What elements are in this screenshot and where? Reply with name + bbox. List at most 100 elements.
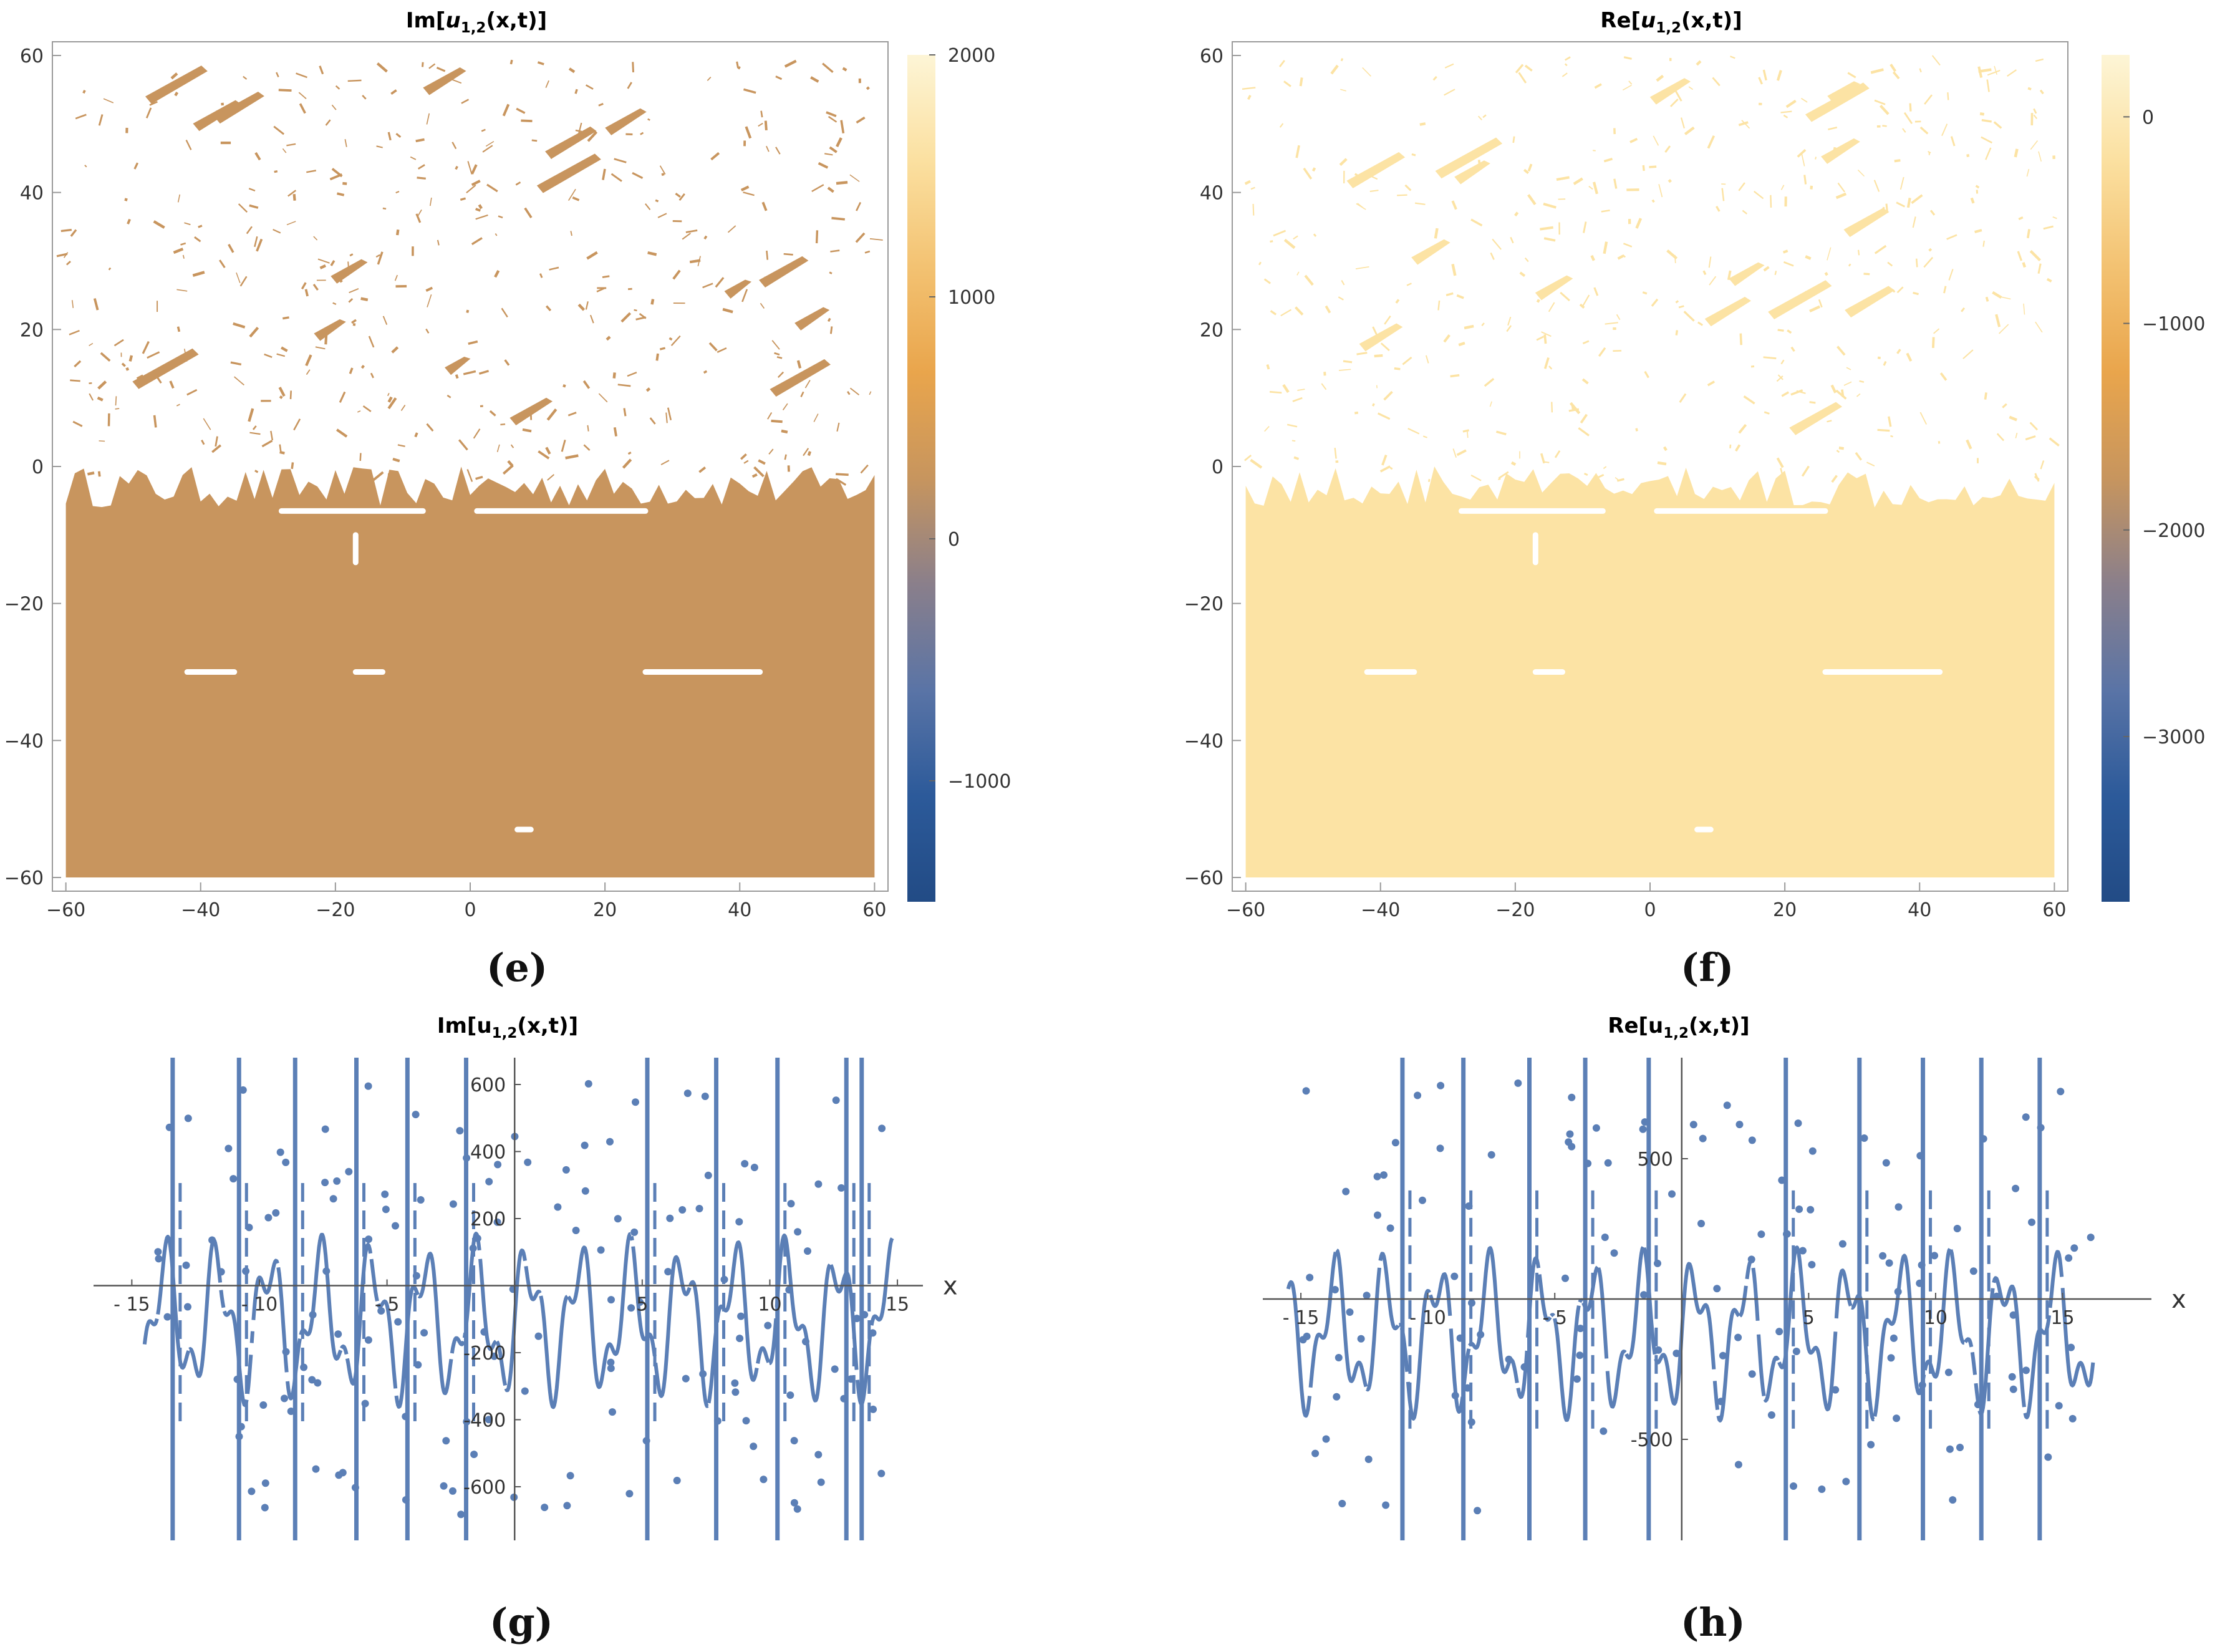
fragment bbox=[1452, 448, 1457, 458]
fragment bbox=[113, 339, 124, 347]
fragment bbox=[1593, 287, 1599, 296]
fragment bbox=[1873, 180, 1880, 192]
panel-label-e: (e) bbox=[486, 945, 548, 990]
fragment bbox=[471, 180, 481, 186]
fragment bbox=[659, 165, 666, 175]
fragment bbox=[87, 471, 95, 476]
fragment bbox=[502, 104, 510, 117]
fragment bbox=[509, 397, 553, 425]
fragment bbox=[315, 346, 326, 350]
data-point bbox=[2070, 1244, 2078, 1252]
fragment bbox=[1708, 256, 1712, 268]
data-point bbox=[1953, 1225, 1961, 1232]
x-axis-label: x bbox=[2171, 1285, 2186, 1314]
fragment bbox=[1622, 84, 1632, 91]
fragment bbox=[860, 464, 869, 474]
fragment bbox=[1919, 68, 1922, 73]
data-point bbox=[1487, 1151, 1495, 1159]
data-point bbox=[625, 1490, 634, 1498]
fragment bbox=[800, 391, 804, 397]
fragment bbox=[1603, 241, 1608, 254]
fragment bbox=[1946, 234, 1957, 240]
fragment bbox=[1801, 465, 1810, 477]
fragment bbox=[486, 183, 498, 193]
fragment bbox=[715, 277, 725, 288]
data-point bbox=[1818, 1485, 1826, 1493]
x-tick-label: 60 bbox=[2042, 899, 2066, 921]
fragment bbox=[813, 413, 819, 422]
fragment bbox=[299, 103, 306, 114]
fragment bbox=[1372, 403, 1375, 407]
fragment bbox=[549, 266, 559, 271]
data-point bbox=[351, 1484, 359, 1492]
series-line bbox=[2023, 1315, 2052, 1419]
fragment bbox=[1560, 291, 1570, 302]
fragment bbox=[313, 236, 318, 241]
chart-e: Im[u1,2(x,t)] −60 −40 −20 0 20 40 60 60 40 20 0 −20… bbox=[4, 8, 1011, 921]
series-line bbox=[1624, 1246, 1645, 1360]
series-line bbox=[1365, 1267, 1381, 1392]
fragment bbox=[425, 328, 430, 334]
fragment bbox=[296, 72, 307, 79]
fragment bbox=[415, 213, 422, 223]
data-point bbox=[493, 1218, 501, 1226]
fragment bbox=[761, 201, 768, 211]
fragment bbox=[1443, 334, 1450, 343]
fragment bbox=[1477, 115, 1483, 121]
fragment bbox=[2033, 108, 2037, 114]
fragment bbox=[495, 233, 498, 236]
fragment bbox=[1492, 238, 1502, 250]
fragment bbox=[387, 397, 397, 410]
fragment bbox=[1278, 60, 1285, 67]
fragment bbox=[774, 352, 780, 355]
data-point bbox=[420, 1329, 428, 1337]
fragment bbox=[1941, 123, 1948, 137]
data-point bbox=[521, 1387, 529, 1395]
fragment bbox=[740, 185, 750, 191]
data-point bbox=[742, 1417, 750, 1425]
fragment bbox=[1978, 68, 1992, 73]
fragment bbox=[1527, 194, 1537, 206]
y-tick-label: 60 bbox=[1200, 46, 1224, 67]
fragment bbox=[446, 394, 451, 399]
fragment bbox=[1303, 167, 1313, 180]
fragment bbox=[2009, 415, 2017, 422]
series-line bbox=[251, 1258, 279, 1320]
fragment bbox=[377, 251, 384, 265]
fragment bbox=[1800, 97, 1808, 103]
fragment bbox=[331, 168, 343, 178]
fragment bbox=[319, 264, 327, 269]
fragment bbox=[1697, 321, 1704, 326]
data-point bbox=[581, 1187, 589, 1195]
fragment bbox=[1684, 126, 1695, 135]
fragment bbox=[811, 184, 824, 192]
data-point bbox=[1419, 1196, 1426, 1204]
data-point bbox=[861, 1311, 869, 1319]
data-point bbox=[1342, 1187, 1350, 1196]
fragment bbox=[100, 352, 111, 362]
data-point bbox=[1890, 1334, 1898, 1342]
fragment bbox=[2022, 262, 2027, 268]
fragment bbox=[1250, 186, 1255, 190]
fragment bbox=[1346, 152, 1406, 188]
fragment bbox=[428, 63, 436, 69]
data-point bbox=[632, 1098, 639, 1106]
data-point bbox=[847, 1375, 855, 1383]
fragment bbox=[176, 403, 180, 407]
data-point bbox=[1610, 1249, 1618, 1257]
chart-f-title: Re[u1,2(x,t)] bbox=[1600, 8, 1742, 36]
fragment bbox=[1664, 145, 1671, 153]
fragment bbox=[1754, 190, 1764, 200]
fragment bbox=[698, 466, 707, 473]
data-point bbox=[242, 1267, 250, 1275]
fragment bbox=[1264, 426, 1270, 432]
y-tick-label: 600 bbox=[470, 1075, 506, 1096]
data-point bbox=[509, 1285, 517, 1293]
fragment bbox=[796, 360, 802, 369]
fragment bbox=[620, 312, 632, 323]
data-point bbox=[1600, 1427, 1608, 1435]
data-point bbox=[1795, 1205, 1803, 1213]
fragment bbox=[2017, 251, 2023, 261]
x-tick-label: 10 bbox=[758, 1294, 781, 1316]
plot-h: - 15 - 10 - 5 5 10 15 500 -500 x bbox=[1263, 1058, 2186, 1540]
